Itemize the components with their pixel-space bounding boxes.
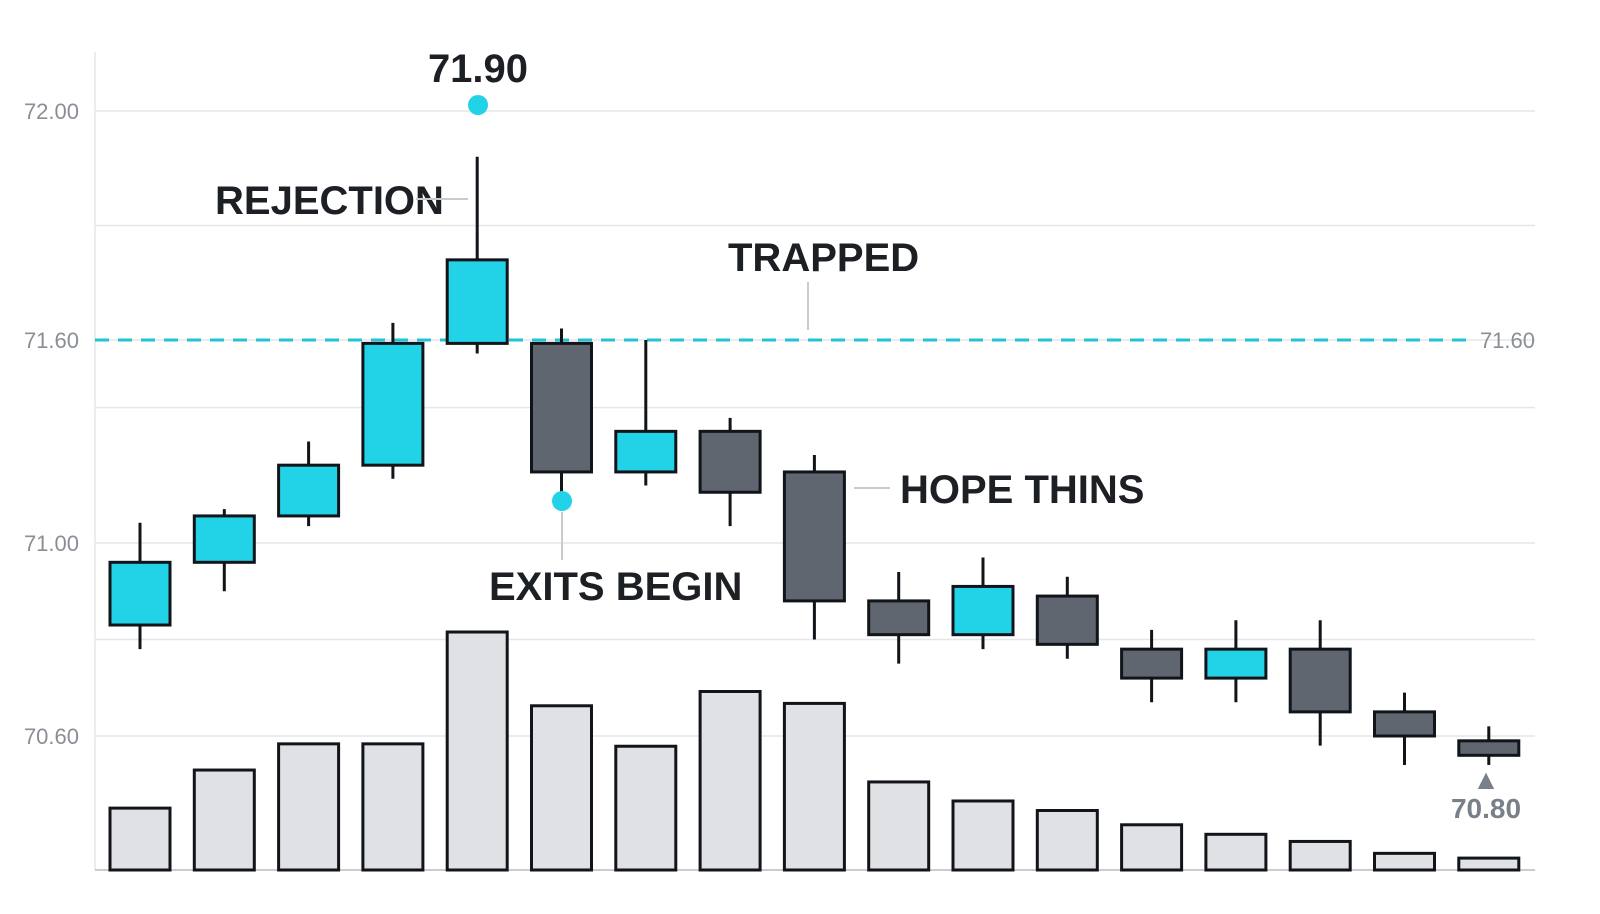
candle-up (1204, 647, 1268, 680)
candle-up (951, 584, 1015, 637)
volume-bar (277, 742, 341, 872)
volume-bar (951, 799, 1015, 872)
volume-bar (530, 704, 593, 872)
last-value-label: 70.80 (1451, 793, 1521, 824)
volume-bar (1035, 809, 1099, 872)
candle-down (1120, 647, 1184, 680)
volume-bar (1288, 839, 1352, 872)
candle-up (277, 463, 341, 518)
candle-up (614, 429, 678, 474)
peak-marker (468, 95, 488, 115)
volume-bar (1204, 832, 1268, 872)
volume-bar (698, 690, 762, 872)
candle-down (530, 341, 593, 474)
volume-bar (192, 768, 256, 872)
candle-down (1288, 647, 1352, 714)
volume-bar (1457, 856, 1521, 872)
rejection-label: REJECTION (215, 179, 444, 223)
candle-down (782, 470, 846, 603)
candle-down (698, 429, 762, 494)
volume-bar (782, 701, 846, 872)
volume-bar (108, 806, 172, 872)
level-line-label: 71.60 (1480, 328, 1535, 353)
candles (108, 156, 1521, 765)
volume-bar (1373, 851, 1436, 872)
level-line-group: 71.60 (95, 328, 1535, 353)
candle-down (1035, 594, 1099, 646)
last-value-marker: ▲ (1472, 764, 1500, 795)
y-axis: 72.00 71.60 71.00 70.60 (24, 99, 79, 749)
exits-begin-label: EXITS BEGIN (489, 565, 742, 609)
trapped-label: TRAPPED (728, 236, 919, 280)
volume-bar (445, 630, 509, 872)
annotations: 71.90 REJECTION TRAPPED EXITS BEGIN HOPE… (215, 47, 1521, 824)
volume-bar (361, 742, 425, 872)
y-tick-label: 72.00 (24, 99, 79, 124)
y-tick-label: 70.60 (24, 724, 79, 749)
candle-down (867, 599, 931, 637)
exits-marker (552, 491, 572, 511)
volume-bar (867, 780, 931, 872)
volume-bar (1120, 823, 1184, 872)
candle-down (1457, 739, 1521, 757)
y-tick-label: 71.00 (24, 531, 79, 556)
candle-up (108, 560, 172, 627)
volume-bar (614, 744, 678, 872)
y-tick-label: 71.60 (24, 328, 79, 353)
hope-thins-label: HOPE THINS (900, 468, 1144, 512)
candle-up (192, 514, 256, 564)
candle-down (1373, 710, 1436, 738)
candle-up (361, 341, 425, 467)
peak-value-label: 71.90 (428, 47, 528, 91)
volume-bars (108, 630, 1521, 872)
candle-up (445, 258, 509, 345)
